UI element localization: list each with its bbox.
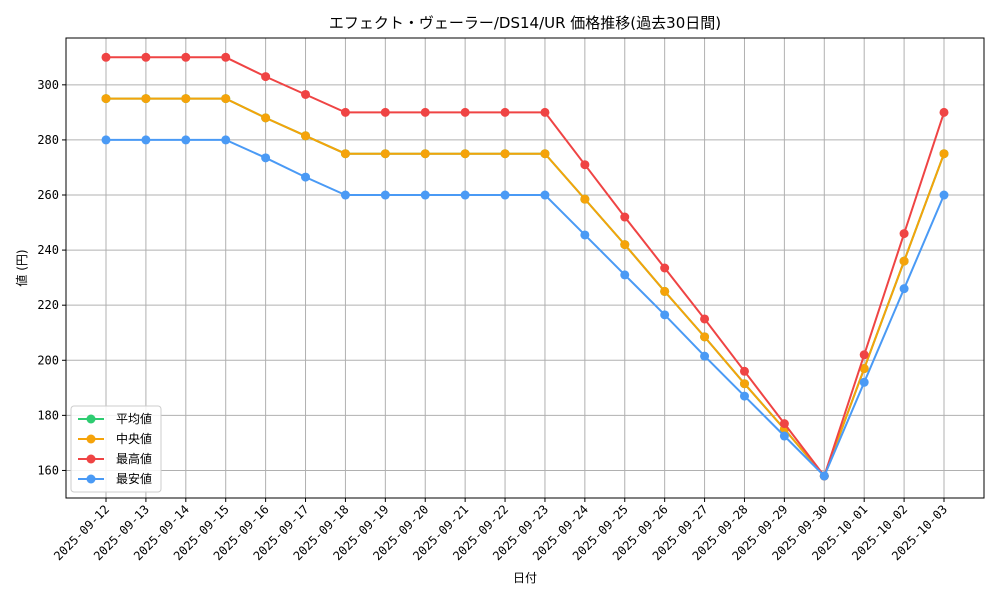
y-tick-label: 220	[37, 298, 59, 312]
data-point	[620, 270, 630, 280]
data-point	[700, 332, 710, 342]
data-point	[101, 52, 111, 62]
data-point	[939, 190, 949, 200]
data-point	[221, 94, 231, 104]
y-tick-label: 280	[37, 133, 59, 147]
data-point	[859, 364, 869, 374]
data-point	[939, 149, 949, 159]
legend-label: 中央値	[116, 431, 152, 446]
data-point	[899, 229, 909, 239]
y-axis: 160 180 200 220 240 260 280 300	[37, 78, 66, 477]
data-point	[779, 419, 789, 429]
data-point	[700, 314, 710, 324]
y-axis-title: 値 (円)	[14, 249, 29, 286]
data-point	[221, 135, 231, 145]
data-point	[301, 172, 311, 182]
legend-swatch-marker	[86, 454, 96, 464]
legend-label: 平均値	[116, 411, 152, 426]
data-point	[620, 212, 630, 222]
data-point	[779, 431, 789, 441]
data-point	[420, 107, 430, 117]
data-point	[660, 263, 670, 273]
data-point	[181, 52, 191, 62]
y-tick-label: 180	[37, 408, 59, 422]
data-point	[859, 350, 869, 360]
y-tick-label: 260	[37, 188, 59, 202]
legend-swatch-marker	[86, 434, 96, 444]
data-point	[580, 160, 590, 170]
data-point	[899, 284, 909, 294]
data-point	[660, 286, 670, 296]
data-point	[460, 107, 470, 117]
legend-swatch-marker	[86, 414, 96, 424]
data-point	[620, 240, 630, 250]
data-point	[261, 72, 271, 82]
chart-title: エフェクト・ヴェーラー/DS14/UR 価格推移(過去30日間)	[329, 14, 721, 32]
legend-box	[70, 405, 162, 493]
data-point	[301, 89, 311, 99]
data-point	[261, 153, 271, 163]
data-point	[500, 107, 510, 117]
data-point	[261, 113, 271, 123]
data-point	[540, 149, 550, 159]
data-point	[939, 107, 949, 117]
data-point	[380, 149, 390, 159]
data-point	[580, 194, 590, 204]
series-line	[106, 97, 945, 478]
data-point	[181, 94, 191, 104]
series-line	[106, 56, 945, 479]
data-point	[380, 107, 390, 117]
data-point	[540, 190, 550, 200]
plot-frame	[65, 37, 985, 499]
x-axis-title: 日付	[513, 571, 537, 585]
data-point	[540, 107, 550, 117]
legend-swatch-marker	[86, 474, 96, 484]
legend-label: 最高値	[116, 451, 152, 466]
data-point	[899, 256, 909, 266]
data-point	[141, 52, 151, 62]
y-tick-label: 160	[37, 463, 59, 477]
data-point	[460, 149, 470, 159]
data-point	[500, 149, 510, 159]
data-point	[101, 94, 111, 104]
y-tick-label: 240	[37, 243, 59, 257]
data-point	[739, 366, 749, 376]
data-point	[181, 135, 191, 145]
grid	[66, 38, 984, 498]
data-point	[739, 379, 749, 389]
series-lines	[101, 52, 949, 481]
y-tick-label: 300	[37, 78, 59, 92]
data-point	[101, 135, 111, 145]
data-point	[819, 471, 829, 481]
data-point	[141, 94, 151, 104]
data-point	[859, 377, 869, 387]
data-point	[340, 107, 350, 117]
data-point	[420, 149, 430, 159]
data-point	[739, 391, 749, 401]
data-point	[580, 230, 590, 240]
data-point	[500, 190, 510, 200]
data-point	[700, 351, 710, 361]
data-point	[460, 190, 470, 200]
series-line	[106, 138, 945, 478]
data-point	[141, 135, 151, 145]
data-point	[221, 52, 231, 62]
data-point	[660, 310, 670, 320]
data-point	[420, 190, 430, 200]
legend-label: 最安値	[116, 471, 152, 486]
data-point	[380, 190, 390, 200]
data-point	[340, 149, 350, 159]
data-point	[301, 131, 311, 141]
data-point	[340, 190, 350, 200]
y-tick-label: 200	[37, 353, 59, 367]
series-3	[101, 135, 949, 481]
